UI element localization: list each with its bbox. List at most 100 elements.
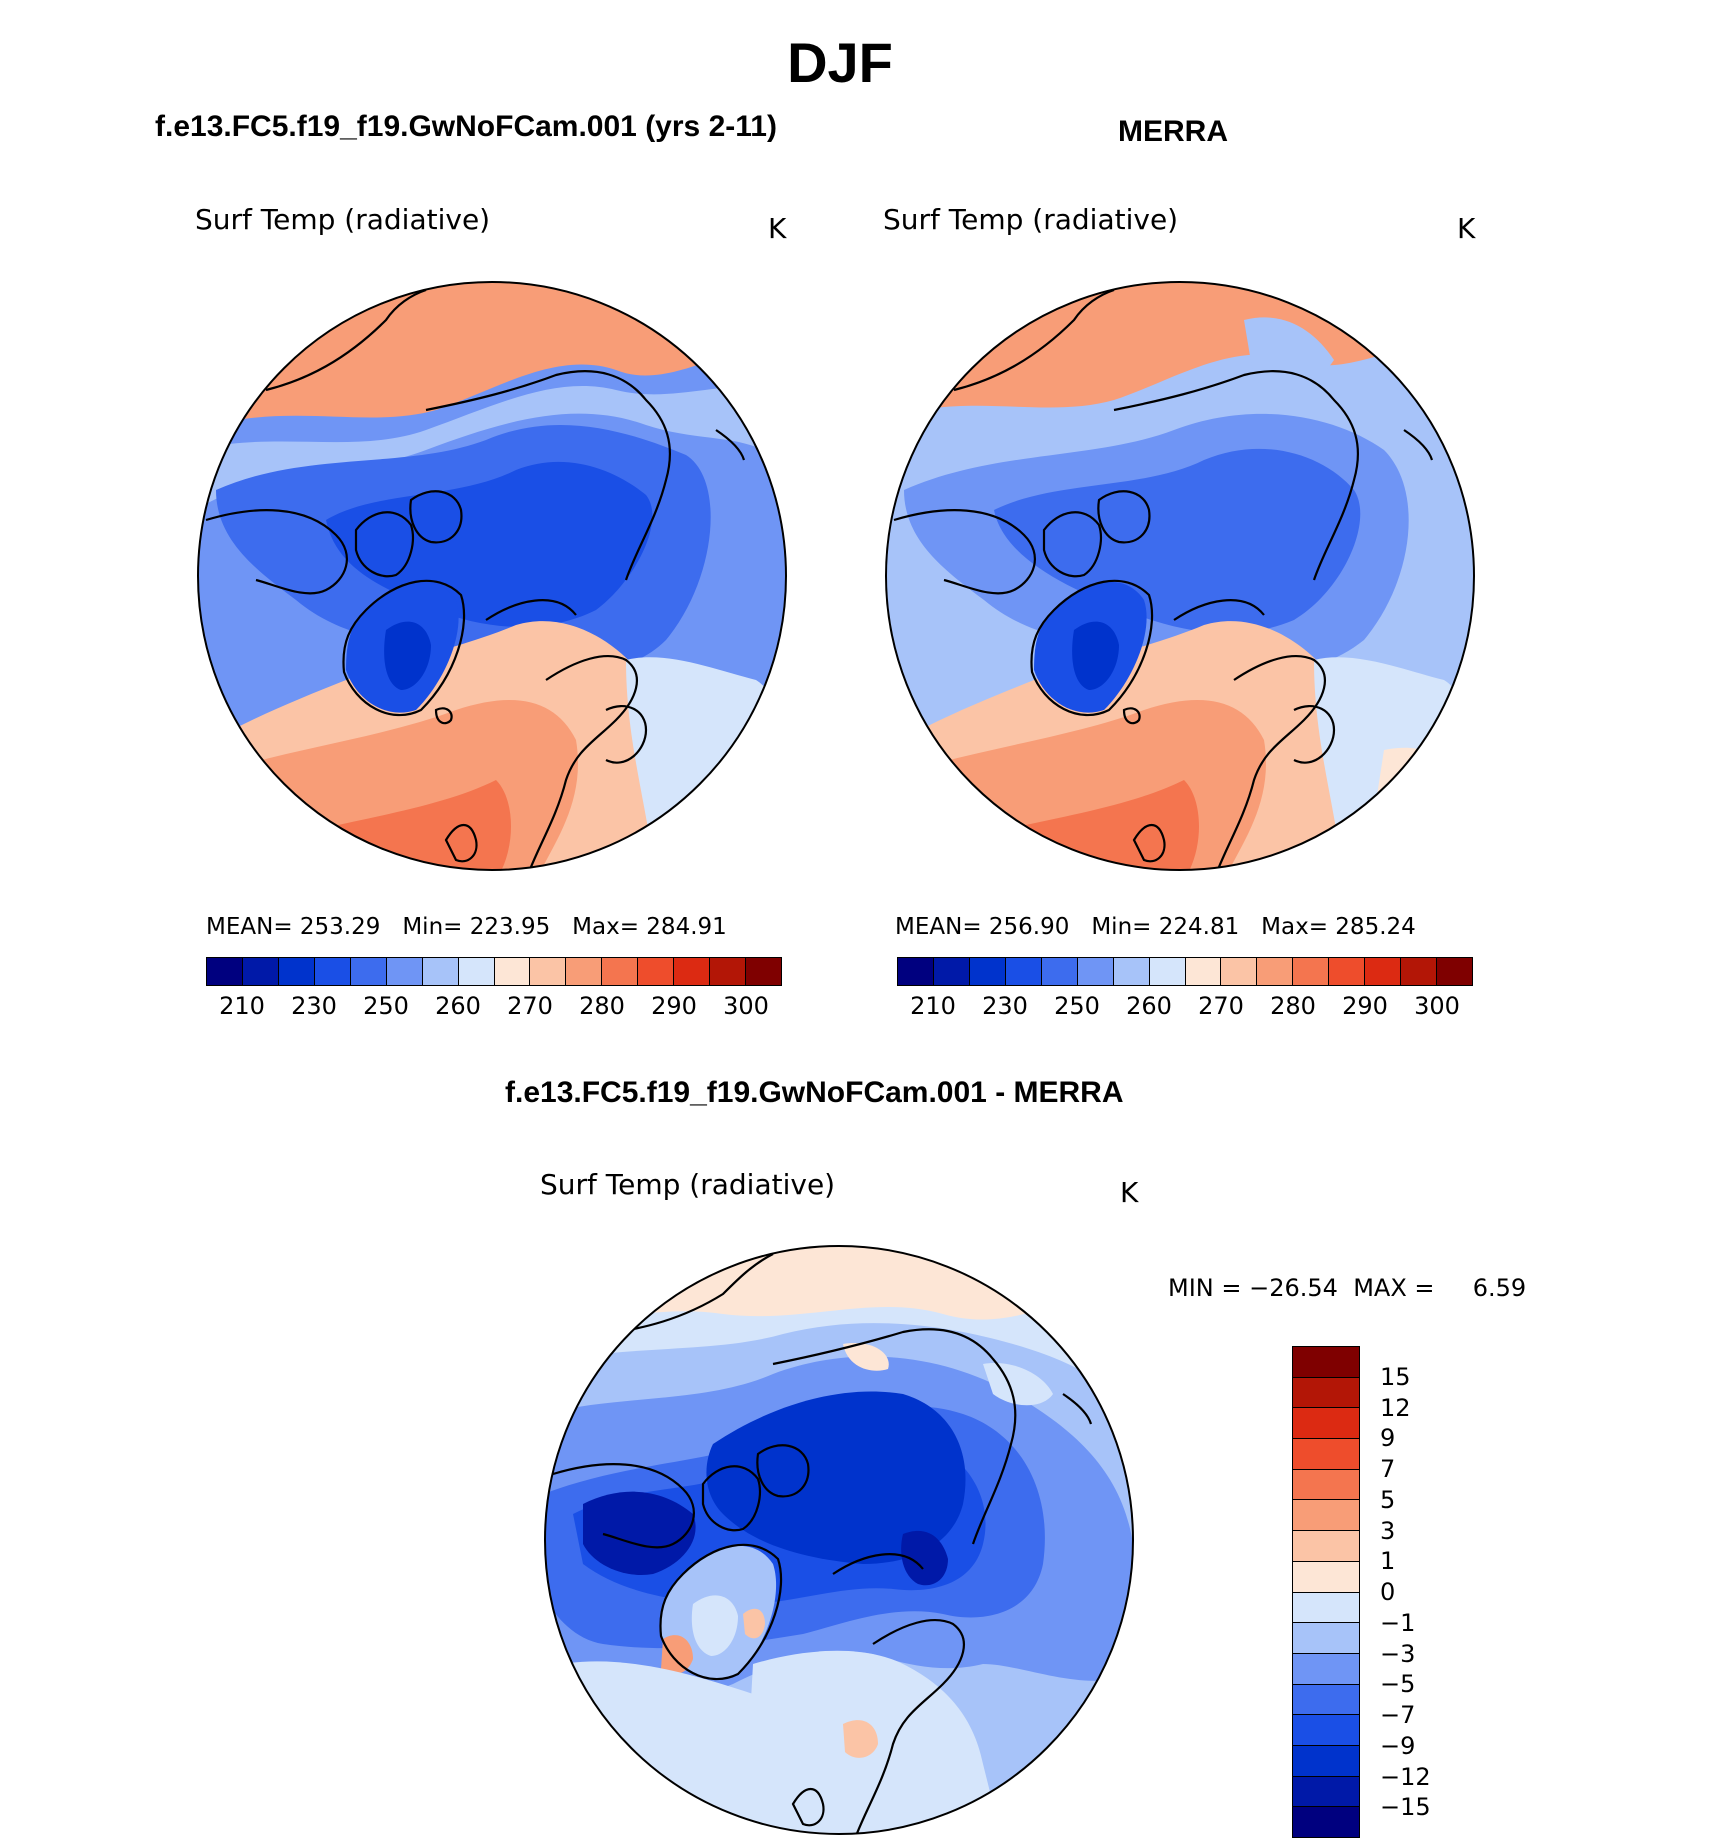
panel-2-colorbar-swatch [1365,958,1402,985]
diff-colorbar-tick-label: 3 [1380,1516,1396,1545]
panel-1-mean-value: 253.29 [299,914,381,940]
diff-colorbar-swatch [1293,1469,1359,1501]
panel-1-colorbar-swatch [746,958,781,985]
page-title: DJF [787,31,893,94]
diff-polar-map [544,1245,1134,1835]
panel-1-colorbar-swatch [530,958,567,985]
diff-colorbar-tick-label: −7 [1380,1701,1416,1729]
panel-2-polar-map [885,281,1475,871]
panel-2-max-label: Max= [1261,914,1328,940]
diff-colorbar-swatch [1293,1776,1359,1808]
diff-colorbar-tick-label: −3 [1380,1639,1416,1668]
diff-min-value: −26.54 [1249,1274,1338,1302]
panel-1-colorbar-swatch [350,958,387,985]
panel-1-colorbar-swatch [674,958,711,985]
panel-2-colorbar-tick-label: 280 [1270,992,1316,1020]
diff-colorbar-tick-label: −15 [1380,1793,1431,1822]
panel-1-colorbar-swatch [207,958,243,985]
panel-2-colorbar-swatch [933,958,970,985]
panel-2-colorbar-swatch [1149,958,1186,985]
panel-1-colorbar-tick-label: 210 [219,992,265,1020]
panel-1-case-title: f.e13.FC5.f19_f19.GwNoFCam.001 (yrs 2-11… [155,110,777,143]
panel-2-colorbar-swatch [1005,958,1042,985]
panel-2-colorbar-swatch [1185,958,1222,985]
diff-min-label: MIN = [1168,1274,1242,1302]
panel-1-colorbar-ticks: 210 230 250 260 270 280 290 300 [206,992,782,1022]
panel-1-mean-label: MEAN= [206,914,293,940]
panel-1-colorbar-swatch [494,958,531,985]
panel-1-min-value: 223.95 [469,914,551,940]
panel-2-colorbar-tick-label: 250 [1054,992,1100,1020]
panel-1-max-label: Max= [572,914,639,940]
panel-2-min-label: Min= [1091,914,1152,940]
panel-1-colorbar-tick-label: 300 [723,992,769,1020]
diff-colorbar-swatch [1293,1653,1359,1685]
diff-colorbar [1292,1346,1360,1838]
panel-2-colorbar-ticks: 210 230 250 260 270 280 290 300 [897,992,1473,1022]
panel-1-colorbar-swatch [566,958,603,985]
diff-colorbar-tick-label: 15 [1380,1362,1411,1391]
panel-2-max-value: 285.24 [1335,914,1416,940]
panel-2-colorbar-tick-label: 210 [910,992,956,1020]
panel-2-mean-label: MEAN= [895,914,982,940]
panel-1-colorbar-swatch [242,958,279,985]
diff-max-label: MAX = [1353,1274,1435,1302]
diff-colorbar-tick-label: 7 [1380,1455,1396,1483]
diff-colorbar-tick-label: 0 [1380,1578,1396,1606]
diff-colorbar-ticks: 15 12 9 7 5 3 1 0 −1 −3 −5 −7 −9 −12 −15 [1380,1346,1450,1838]
diff-colorbar-swatch [1293,1592,1359,1624]
diff-colorbar-tick-label: 12 [1380,1393,1411,1422]
diff-colorbar-tick-label: −1 [1380,1608,1416,1637]
panel-1-colorbar [206,957,782,986]
diff-colorbar-swatch [1293,1347,1359,1378]
diff-colorbar-swatch [1293,1715,1359,1746]
diff-colorbar-swatch [1293,1561,1359,1593]
diff-colorbar-tick-label: −5 [1380,1670,1416,1699]
diff-title: f.e13.FC5.f19_f19.GwNoFCam.001 - MERRA [505,1076,1124,1109]
diff-variable-label: Surf Temp (radiative) [540,1168,836,1201]
panel-2-colorbar-tick-label: 260 [1126,992,1172,1020]
panel-1-units-label: K [768,212,787,245]
panel-1-stats: MEAN= 253.29 Min= 223.95 Max= 284.91 [206,914,727,940]
panel-2-colorbar-swatch [898,958,934,985]
panel-1-colorbar-swatch [422,958,459,985]
panel-2-variable-label: Surf Temp (radiative) [883,203,1179,236]
diff-colorbar-swatch [1293,1408,1359,1440]
diff-colorbar-swatch [1293,1684,1359,1716]
panel-1-colorbar-tick-label: 250 [363,992,409,1020]
panel-1-colorbar-swatch [278,958,315,985]
diff-colorbar-swatch [1293,1623,1359,1654]
panel-2-colorbar-tick-label: 290 [1342,992,1388,1020]
diff-colorbar-tick-label: 1 [1380,1547,1396,1576]
diff-colorbar-tick-label: −12 [1380,1762,1431,1791]
panel-1-colorbar-tick-label: 230 [291,992,337,1020]
panel-2-colorbar-tick-label: 230 [982,992,1028,1020]
panel-2-colorbar-swatch [1077,958,1114,985]
panel-2-stats: MEAN= 256.90 Min= 224.81 Max= 285.24 [895,914,1416,940]
diff-colorbar-tick-label: 5 [1380,1485,1396,1514]
diff-colorbar-swatch [1293,1531,1359,1562]
diff-units-label: K [1120,1176,1139,1209]
panel-2-min-value: 224.81 [1158,914,1240,940]
panel-1-variable-label: Surf Temp (radiative) [195,203,491,236]
panel-2-mean-value: 256.90 [988,914,1070,940]
panel-1-polar-map [197,281,787,871]
panel-1-max-value: 284.91 [646,914,727,940]
diff-colorbar-tick-label: 9 [1380,1424,1396,1453]
panel-2-colorbar-swatch [1329,958,1366,985]
panel-1-colorbar-swatch [314,958,351,985]
diff-max-value: 6.59 [1472,1274,1527,1302]
diff-colorbar-tick-label: −9 [1380,1731,1416,1760]
panel-2-colorbar-swatch [1041,958,1078,985]
panel-2-colorbar-swatch [1221,958,1258,985]
panel-2-colorbar-swatch [1257,958,1294,985]
panel-1-colorbar-tick-label: 280 [579,992,625,1020]
diff-minmax: MIN = −26.54 MAX = 6.59 [1168,1274,1526,1302]
panel-1-colorbar-swatch [386,958,423,985]
panel-1-colorbar-tick-label: 270 [507,992,553,1020]
panel-2-case-title: MERRA [1118,115,1228,148]
panel-2-colorbar-swatch [1293,958,1330,985]
diff-colorbar-swatch [1293,1439,1359,1470]
panel-2-colorbar-swatch [969,958,1006,985]
diff-colorbar-swatch [1293,1807,1359,1837]
